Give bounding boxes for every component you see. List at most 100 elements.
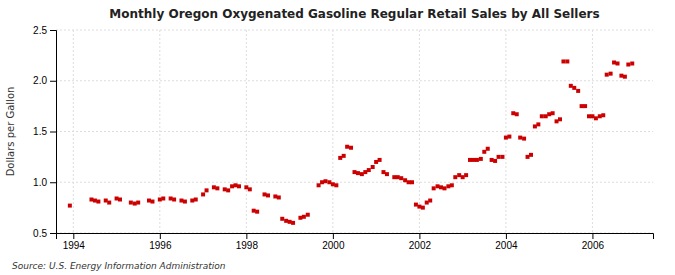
- y-tick: 2.5: [33, 25, 56, 36]
- point: [522, 137, 526, 141]
- point: [371, 165, 375, 169]
- x-tick-label: 2004: [495, 240, 518, 251]
- y-tick-label: 0.5: [33, 228, 47, 239]
- point: [345, 145, 349, 149]
- point: [385, 172, 389, 176]
- x-tick-mark: [506, 233, 507, 239]
- y-axis-label: Dollars per Gallon: [5, 87, 16, 177]
- x-tick-label: 2002: [409, 240, 432, 251]
- point: [161, 196, 165, 200]
- x-tick: 1994: [63, 233, 86, 251]
- x-tick-mark: [333, 233, 334, 239]
- point: [104, 199, 108, 203]
- point: [533, 124, 537, 128]
- x-tick-label: 1994: [63, 240, 86, 251]
- x-tick: 2000: [322, 233, 345, 251]
- y-tick-mark: [50, 132, 56, 133]
- point: [439, 185, 443, 189]
- y-tick: 1.5: [33, 126, 56, 137]
- point: [468, 158, 472, 162]
- x-tick: 1996: [149, 233, 172, 251]
- point: [190, 199, 194, 203]
- point: [244, 185, 248, 189]
- x-tick-mark: [592, 233, 593, 239]
- x-grid-line: [505, 30, 506, 233]
- x-tick-label: 1998: [236, 240, 259, 251]
- point: [511, 111, 515, 115]
- point: [96, 200, 100, 204]
- point: [147, 199, 151, 203]
- point: [291, 221, 295, 225]
- point: [565, 59, 569, 63]
- point: [626, 63, 630, 67]
- point: [526, 155, 530, 159]
- point: [356, 171, 360, 175]
- point: [205, 188, 209, 192]
- point: [450, 183, 454, 187]
- x-tick: 2006: [582, 233, 605, 251]
- point: [327, 180, 331, 184]
- point: [544, 114, 548, 118]
- point: [569, 84, 573, 88]
- y-grid-line: [56, 131, 653, 132]
- point: [277, 195, 281, 199]
- point: [252, 209, 256, 213]
- point: [230, 184, 234, 188]
- point: [425, 201, 429, 205]
- point: [302, 215, 306, 219]
- point: [263, 192, 267, 196]
- point: [428, 199, 432, 203]
- point: [572, 86, 576, 90]
- point: [561, 59, 565, 63]
- point: [133, 202, 137, 206]
- point: [280, 217, 284, 221]
- y-tick: 0.5: [33, 228, 56, 239]
- point: [551, 111, 555, 115]
- point: [594, 116, 598, 120]
- point: [507, 135, 511, 139]
- point: [619, 74, 623, 78]
- y-tick: 1.0: [33, 177, 56, 188]
- point: [201, 192, 205, 196]
- points: [68, 59, 634, 224]
- point: [317, 183, 321, 187]
- y-tick: 2.0: [33, 75, 56, 86]
- x-grid-line: [419, 30, 420, 233]
- point: [587, 114, 591, 118]
- point: [223, 187, 227, 191]
- point: [616, 61, 620, 65]
- point: [334, 183, 338, 187]
- point: [436, 184, 440, 188]
- point: [421, 206, 425, 210]
- point: [115, 196, 119, 200]
- point: [284, 219, 288, 223]
- point: [547, 112, 551, 116]
- point: [273, 194, 277, 198]
- point: [179, 199, 183, 203]
- point: [590, 114, 594, 118]
- y-tick-mark: [50, 182, 56, 183]
- point: [461, 175, 465, 179]
- point: [349, 146, 353, 150]
- point: [226, 188, 230, 192]
- y-grid-line: [56, 80, 653, 81]
- point: [331, 182, 335, 186]
- point: [320, 180, 324, 184]
- point: [453, 175, 457, 179]
- chart: 1994 1996 1998 2000 2002 2004 2006 0.5 1.0 1.5 2.0…: [0, 0, 675, 275]
- point: [93, 199, 97, 203]
- point: [396, 175, 400, 179]
- y-axis: 0.5 1.0 1.5 2.0 2.5: [33, 25, 56, 239]
- x-grid-line: [332, 30, 333, 233]
- point: [107, 201, 111, 205]
- point: [576, 89, 580, 93]
- point: [464, 173, 468, 177]
- point: [129, 201, 133, 205]
- point: [540, 114, 544, 118]
- point: [381, 170, 385, 174]
- x-tick-mark: [246, 233, 247, 239]
- point: [583, 104, 587, 108]
- point: [363, 170, 367, 174]
- y-tick-label: 1.0: [33, 177, 47, 188]
- point: [497, 155, 501, 159]
